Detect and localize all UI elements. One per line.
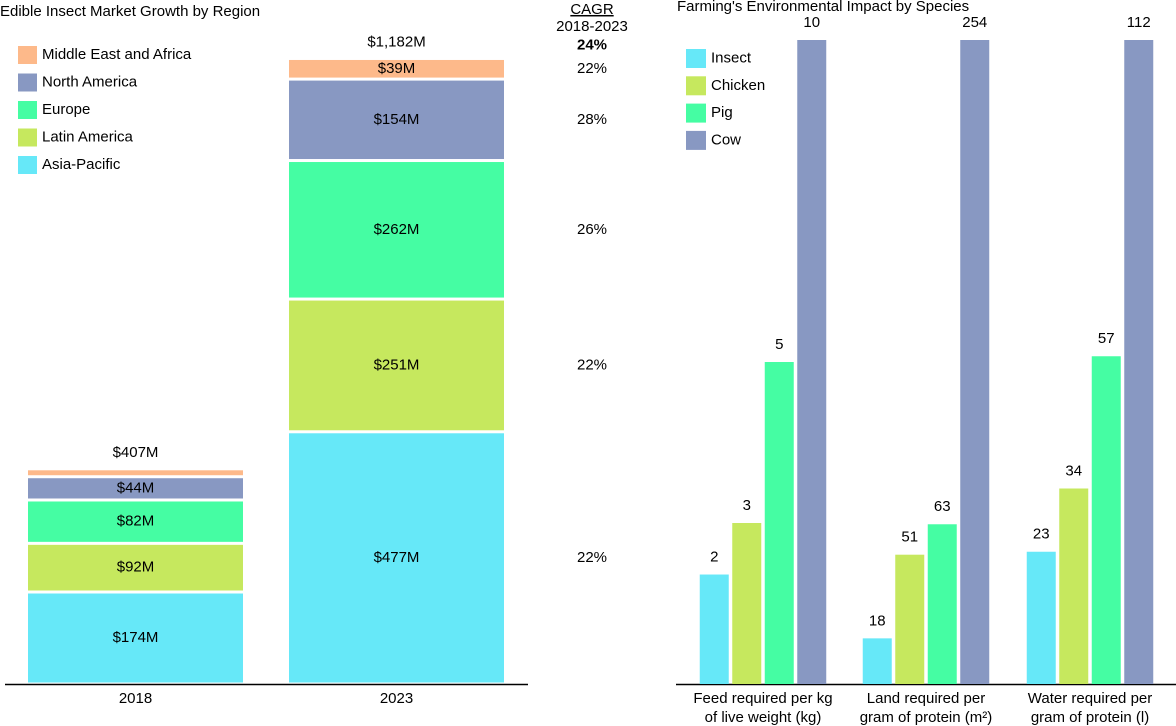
bar-segment [28,470,243,476]
data-label: 34 [1065,462,1082,479]
bar [764,362,794,684]
bar-segment [28,544,243,591]
data-label: $44M [117,479,155,496]
bar-segment [289,59,504,78]
bar [1091,356,1121,684]
data-label: $262M [374,221,420,238]
legend-swatch [686,76,706,96]
legend-label: North America [42,73,138,90]
data-label: $174M [113,629,159,646]
bar [1124,40,1154,684]
bar [927,524,957,684]
bar [1059,488,1089,684]
legend-label: Europe [42,101,90,118]
legend-swatch [18,101,37,119]
data-label: 23 [1033,526,1050,543]
x-tick-label: Land required per [867,690,985,707]
legend-swatch [18,46,37,64]
data-label: $477M [374,549,420,566]
data-label: $92M [117,559,155,576]
data-label: 51 [901,529,918,546]
legend-swatch [18,156,37,174]
data-label: 63 [934,498,951,515]
bar-segment [28,593,243,683]
cagr-label: 28% [577,111,607,128]
data-label: $39M [378,60,416,77]
bar-segment [289,433,504,683]
bar [699,574,729,684]
total-label: $1,182M [367,33,425,50]
cagr-label: 22% [577,356,607,373]
cagr-label: 26% [577,221,607,238]
legend-label: Cow [711,131,741,148]
total-cagr: 24% [577,36,607,53]
legend-label: Middle East and Africa [42,46,192,63]
data-label: 18 [869,612,886,629]
bar [895,554,925,684]
legend-swatch [686,103,706,123]
x-tick-label: 2023 [380,690,413,707]
bar [1026,551,1056,684]
x-tick-label: Water required per [1028,690,1153,707]
legend-swatch [18,128,37,147]
data-label: 5 [775,336,783,353]
data-label: $82M [117,513,155,530]
x-tick-label: gram of protein (l) [1031,709,1149,726]
legend-swatch [686,130,706,150]
x-tick-label: gram of protein (m²) [860,709,993,726]
data-label: 254 [962,14,987,31]
legend-swatch [686,49,706,68]
data-label: 57 [1098,330,1115,347]
cagr-title: CAGR [570,1,614,18]
legend-swatch [18,73,37,92]
bar-segment [289,300,504,431]
legend-label: Insect [711,49,752,66]
x-tick-label: Feed required per kg [693,690,832,707]
bar [862,638,892,684]
total-label: $407M [113,444,159,461]
bar-segment [289,80,504,160]
bar [960,40,990,684]
bar-segment [28,501,243,542]
cagr-label: 22% [577,549,607,566]
legend-label: Asia-Pacific [42,156,121,173]
data-label: 2 [710,548,718,565]
legend-label: Pig [711,104,733,121]
bar-segment [28,478,243,499]
x-tick-label: 2018 [119,690,152,707]
cagr-label: 22% [577,60,607,77]
data-label: 112 [1127,14,1151,31]
bar [797,40,827,684]
data-label: $251M [374,356,420,373]
data-label: 10 [803,14,820,31]
legend-label: Latin America [42,128,134,145]
data-label: $154M [374,111,420,128]
bar-segment [289,162,504,298]
bar [732,523,762,684]
chart-title: Edible Insect Market Growth by Region [0,3,260,20]
legend-label: Chicken [711,77,765,94]
cagr-subtitle: 2018-2023 [556,18,628,35]
data-label: 3 [743,497,751,514]
chart-title: Farming's Environmental Impact by Specie… [677,0,969,15]
x-tick-label: of live weight (kg) [705,709,822,726]
